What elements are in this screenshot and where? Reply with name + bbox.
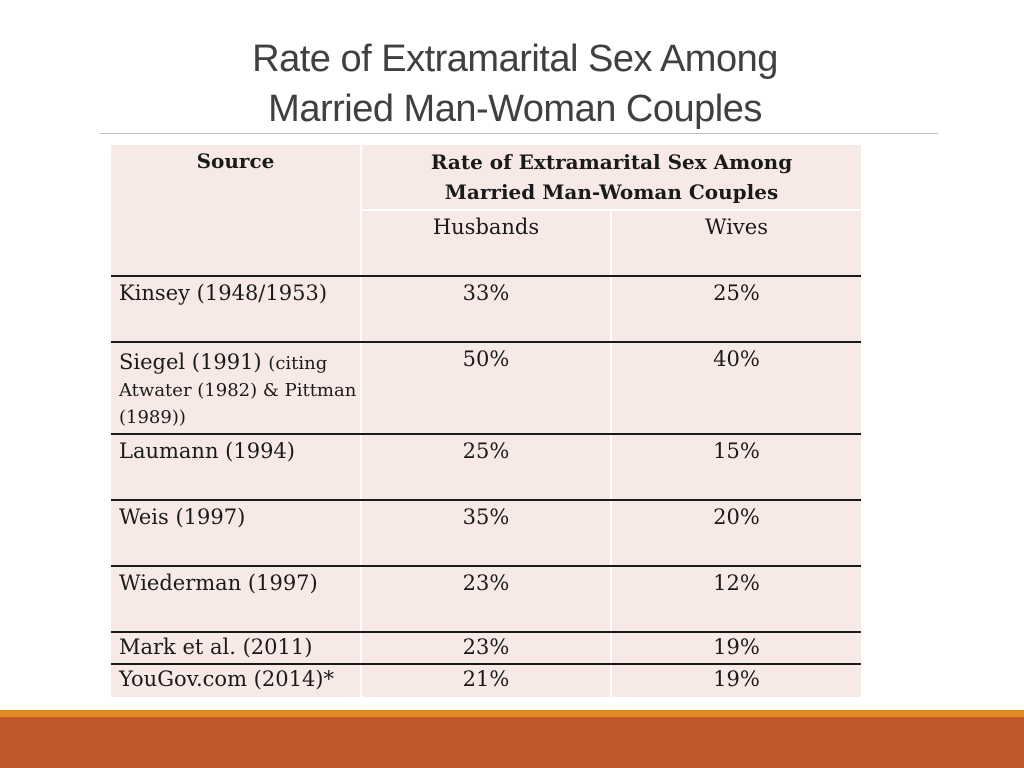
table-row: Weis (1997) 35% 20% (111, 500, 862, 567)
source-name: Siegel (1991) (119, 350, 269, 374)
header-husbands: Husbands (361, 210, 612, 277)
source-cell: Siegel (1991) (citing Atwater (1982) & P… (111, 342, 362, 435)
header-group-line-1: Rate of Extramarital Sex Among (430, 150, 793, 174)
footer-band (0, 717, 1024, 768)
wives-cell: 25% (611, 276, 862, 343)
source-cell: Weis (1997) (111, 500, 362, 567)
wives-cell: 20% (611, 500, 862, 567)
slide-title: Rate of Extramarital Sex Among Married M… (100, 34, 930, 134)
wives-cell: 19% (611, 664, 862, 697)
header-group-line-2: Married Man-Woman Couples (444, 180, 779, 204)
wives-cell: 40% (611, 342, 862, 435)
source-cell: Wiederman (1997) (111, 566, 362, 633)
source-cell: Mark et al. (2011) (111, 632, 362, 665)
husbands-cell: 23% (361, 566, 612, 633)
table-row: Laumann (1994) 25% 15% (111, 434, 862, 501)
header-source: Source (111, 145, 362, 277)
husbands-cell: 50% (361, 342, 612, 435)
source-note: (citing Atwater (1982) & Pittman (1989)) (119, 353, 357, 428)
husbands-cell: 21% (361, 664, 612, 697)
wives-cell: 15% (611, 434, 862, 501)
wives-cell: 19% (611, 632, 862, 665)
header-wives: Wives (611, 210, 862, 277)
husbands-cell: 25% (361, 434, 612, 501)
table-row: Mark et al. (2011) 23% 19% (111, 632, 862, 665)
header-group: Rate of Extramarital Sex Among Married M… (361, 145, 862, 211)
source-cell: YouGov.com (2014)* (111, 664, 362, 697)
table-row: Kinsey (1948/1953) 33% 25% (111, 276, 862, 343)
husbands-cell: 23% (361, 632, 612, 665)
husbands-cell: 35% (361, 500, 612, 567)
table-row: Wiederman (1997) 23% 12% (111, 566, 862, 633)
slide-title-line-1: Rate of Extramarital Sex Among (252, 38, 778, 80)
table-row: Siegel (1991) (citing Atwater (1982) & P… (111, 342, 862, 435)
source-cell: Kinsey (1948/1953) (111, 276, 362, 343)
title-divider (100, 133, 938, 134)
slide-title-line-2: Married Man-Woman Couples (268, 88, 762, 130)
data-table-container: Source Rate of Extramarital Sex Among Ma… (111, 145, 862, 697)
husbands-cell: 33% (361, 276, 612, 343)
source-cell: Laumann (1994) (111, 434, 362, 501)
wives-cell: 12% (611, 566, 862, 633)
extramarital-rates-table: Source Rate of Extramarital Sex Among Ma… (111, 145, 862, 697)
footer-accent-stripe (0, 710, 1024, 717)
table-row: YouGov.com (2014)* 21% 19% (111, 664, 862, 697)
